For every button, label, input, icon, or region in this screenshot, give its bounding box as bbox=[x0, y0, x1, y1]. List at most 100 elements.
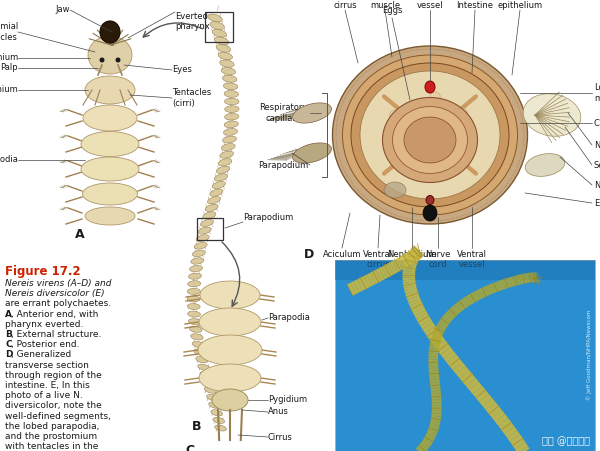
Text: Respiratory
capillaries: Respiratory capillaries bbox=[260, 103, 308, 123]
Text: photo of a live N.: photo of a live N. bbox=[5, 391, 83, 400]
Text: , External structure.: , External structure. bbox=[11, 330, 101, 339]
Ellipse shape bbox=[190, 326, 202, 332]
Ellipse shape bbox=[224, 98, 239, 105]
Text: Parapodia: Parapodia bbox=[268, 313, 310, 322]
Ellipse shape bbox=[191, 334, 203, 340]
Text: 知乎 @胖胖不胖: 知乎 @胖胖不胖 bbox=[542, 436, 590, 446]
Ellipse shape bbox=[426, 195, 434, 204]
Ellipse shape bbox=[351, 63, 509, 207]
Ellipse shape bbox=[83, 105, 137, 131]
Ellipse shape bbox=[208, 14, 222, 22]
Text: Prostomium: Prostomium bbox=[0, 54, 18, 63]
Ellipse shape bbox=[392, 106, 467, 174]
Ellipse shape bbox=[218, 159, 232, 166]
Ellipse shape bbox=[224, 113, 239, 120]
Ellipse shape bbox=[523, 94, 581, 136]
Ellipse shape bbox=[202, 379, 214, 386]
Ellipse shape bbox=[221, 68, 236, 75]
Ellipse shape bbox=[209, 402, 221, 408]
Text: Pygidium: Pygidium bbox=[268, 396, 307, 405]
Text: pharynx everted.: pharynx everted. bbox=[5, 320, 83, 329]
Ellipse shape bbox=[404, 117, 456, 163]
Ellipse shape bbox=[216, 45, 230, 52]
Text: diversicolor, note the: diversicolor, note the bbox=[5, 401, 102, 410]
Text: with tentacles in the: with tentacles in the bbox=[5, 442, 98, 451]
Ellipse shape bbox=[438, 125, 442, 129]
Text: , Anterior end, with: , Anterior end, with bbox=[11, 309, 98, 318]
Ellipse shape bbox=[224, 91, 239, 97]
Ellipse shape bbox=[425, 81, 435, 93]
Text: Peristomium: Peristomium bbox=[0, 86, 18, 95]
Ellipse shape bbox=[199, 364, 261, 392]
Ellipse shape bbox=[200, 281, 260, 309]
Text: Notopodium: Notopodium bbox=[594, 141, 600, 149]
Text: Dorsal
cirrus: Dorsal cirrus bbox=[331, 0, 359, 10]
Bar bbox=[335, 260, 595, 451]
Text: B: B bbox=[192, 420, 202, 433]
Ellipse shape bbox=[212, 389, 248, 411]
Ellipse shape bbox=[332, 46, 527, 224]
Text: Aciculum: Aciculum bbox=[323, 250, 361, 259]
Text: Ventral
cirrus: Ventral cirrus bbox=[363, 250, 393, 269]
Ellipse shape bbox=[196, 356, 208, 363]
Text: D: D bbox=[5, 350, 13, 359]
Text: Coelomic
epithelium: Coelomic epithelium bbox=[497, 0, 542, 10]
Ellipse shape bbox=[216, 166, 230, 174]
Text: intestine. E, In this: intestine. E, In this bbox=[5, 381, 90, 390]
Ellipse shape bbox=[85, 76, 135, 104]
Ellipse shape bbox=[188, 273, 202, 279]
Ellipse shape bbox=[343, 55, 517, 215]
Text: Intestine: Intestine bbox=[457, 1, 493, 10]
Text: well-defined segments,: well-defined segments, bbox=[5, 412, 111, 421]
Ellipse shape bbox=[293, 103, 331, 123]
Text: Longitudinal
muscle: Longitudinal muscle bbox=[594, 83, 600, 103]
Text: the lobed parapodia,: the lobed parapodia, bbox=[5, 422, 100, 431]
Bar bbox=[335, 260, 595, 280]
Text: A: A bbox=[75, 228, 85, 241]
Text: Eyes: Eyes bbox=[172, 65, 192, 74]
Ellipse shape bbox=[211, 410, 223, 416]
Bar bbox=[197, 218, 223, 240]
Text: Nereis virens (A–D) and: Nereis virens (A–D) and bbox=[5, 279, 112, 288]
Ellipse shape bbox=[187, 288, 200, 295]
Ellipse shape bbox=[85, 207, 135, 225]
Ellipse shape bbox=[224, 121, 238, 128]
Ellipse shape bbox=[220, 151, 233, 158]
Ellipse shape bbox=[389, 110, 401, 120]
Text: Setae: Setae bbox=[594, 161, 600, 170]
Text: Palp: Palp bbox=[1, 64, 18, 73]
Ellipse shape bbox=[220, 60, 234, 67]
Ellipse shape bbox=[360, 71, 500, 199]
Text: A: A bbox=[5, 309, 12, 318]
Ellipse shape bbox=[191, 258, 204, 264]
Text: Dorsal
vessel: Dorsal vessel bbox=[416, 0, 443, 10]
Ellipse shape bbox=[385, 135, 395, 145]
Bar bbox=[205, 12, 233, 42]
Ellipse shape bbox=[408, 128, 412, 132]
Ellipse shape bbox=[400, 150, 410, 160]
Ellipse shape bbox=[199, 308, 261, 336]
Ellipse shape bbox=[223, 83, 238, 90]
Ellipse shape bbox=[100, 21, 120, 43]
Text: Figure 17.2: Figure 17.2 bbox=[5, 265, 80, 278]
Ellipse shape bbox=[214, 174, 227, 181]
Ellipse shape bbox=[436, 153, 440, 157]
Ellipse shape bbox=[100, 57, 104, 63]
Ellipse shape bbox=[423, 205, 437, 221]
Ellipse shape bbox=[214, 37, 229, 45]
Ellipse shape bbox=[192, 341, 205, 348]
Ellipse shape bbox=[457, 108, 467, 118]
Ellipse shape bbox=[194, 349, 206, 355]
Ellipse shape bbox=[205, 204, 218, 212]
Ellipse shape bbox=[225, 106, 239, 112]
Text: Cirrus: Cirrus bbox=[268, 433, 293, 442]
Text: are errant polychaetes.: are errant polychaetes. bbox=[5, 299, 111, 308]
Text: Parapodium: Parapodium bbox=[258, 161, 308, 170]
Ellipse shape bbox=[206, 395, 218, 401]
Text: Parapodia: Parapodia bbox=[0, 156, 18, 165]
Ellipse shape bbox=[383, 97, 478, 183]
Ellipse shape bbox=[384, 182, 406, 198]
Text: Nereis diversicolor (E): Nereis diversicolor (E) bbox=[5, 289, 104, 298]
Text: Ventral
vessel: Ventral vessel bbox=[457, 250, 487, 269]
Ellipse shape bbox=[439, 100, 451, 110]
